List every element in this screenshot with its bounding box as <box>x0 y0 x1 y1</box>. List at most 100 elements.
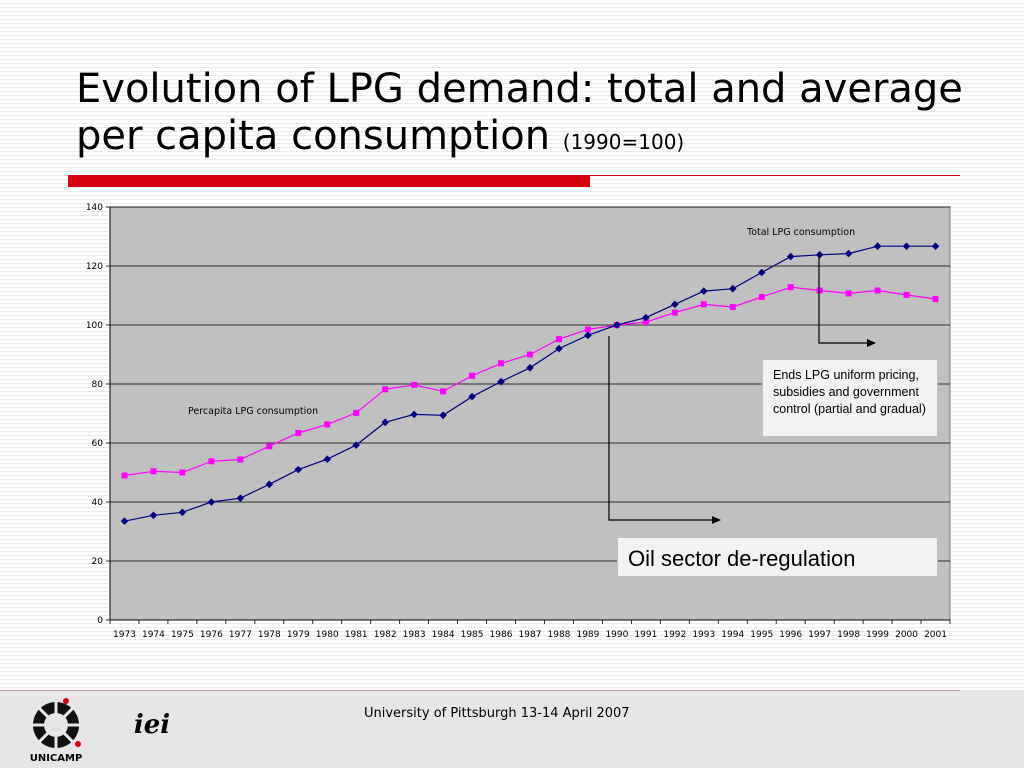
data-point-total <box>352 441 361 449</box>
x-tick-label: 1980 <box>316 630 339 640</box>
x-tick-label: 1976 <box>200 630 223 640</box>
x-tick-label: 1977 <box>229 630 252 640</box>
data-point-percapita <box>411 381 418 388</box>
pricing-arrowhead <box>867 339 876 347</box>
x-tick-label: 1981 <box>345 630 368 640</box>
x-tick-label: 1994 <box>721 630 744 640</box>
data-point-total <box>439 411 447 420</box>
footer-bar <box>0 690 1024 768</box>
data-point-percapita <box>498 360 505 367</box>
data-point-total <box>236 494 245 502</box>
x-tick-label: 1990 <box>605 630 628 640</box>
data-point-percapita <box>237 456 244 463</box>
x-tick-label: 1988 <box>548 630 571 640</box>
data-point-total <box>757 268 766 277</box>
callout-arrows <box>608 253 876 524</box>
data-point-total <box>120 517 129 525</box>
dereg-arrowhead <box>712 516 721 524</box>
pricing-arrow-line <box>818 253 868 344</box>
data-point-percapita <box>555 336 562 343</box>
y-tick-label: 0 <box>97 616 103 626</box>
series-label-total: Total LPG consumption <box>746 227 855 238</box>
x-tick-label: 1979 <box>287 630 310 640</box>
data-point-percapita <box>179 469 186 476</box>
x-tick-label: 1975 <box>171 630 194 640</box>
data-point-total <box>699 287 708 295</box>
data-point-percapita <box>353 409 360 416</box>
data-point-total <box>207 498 216 506</box>
data-point-percapita <box>266 443 273 450</box>
data-point-total <box>613 321 621 329</box>
data-point-percapita <box>816 287 823 294</box>
x-tick-label: 1973 <box>113 630 136 640</box>
x-tick-label: 1991 <box>634 630 657 640</box>
data-point-percapita <box>700 301 707 308</box>
title-text: Evolution of LPG demand: total and avera… <box>76 66 963 159</box>
x-tick-label: 2000 <box>895 630 918 640</box>
y-tick-label: 100 <box>86 321 103 331</box>
data-point-total <box>178 508 187 517</box>
x-tick-label: 1983 <box>403 630 426 640</box>
x-tick-label: 1993 <box>692 630 715 640</box>
iei-logo: iei <box>134 710 170 740</box>
data-point-percapita <box>671 309 678 316</box>
data-point-total <box>497 377 505 386</box>
unicamp-emblem-icon <box>31 698 81 750</box>
y-tick-label: 140 <box>86 203 103 213</box>
dereg-arrow-line <box>608 336 712 521</box>
data-point-total <box>642 313 650 322</box>
data-point-percapita <box>903 291 910 298</box>
data-point-total <box>323 455 332 464</box>
data-point-percapita <box>642 319 649 326</box>
series-label-percapita: Percapita LPG consumption <box>188 406 318 417</box>
data-point-percapita <box>295 429 302 436</box>
x-tick-label: 1996 <box>779 630 802 640</box>
title-underline-bar <box>68 175 590 187</box>
x-tick-label: 1978 <box>258 630 281 640</box>
data-point-percapita <box>874 287 881 294</box>
x-tick-label: 1999 <box>866 630 889 640</box>
data-point-total <box>410 410 418 419</box>
data-point-percapita <box>758 293 765 300</box>
data-point-total <box>728 284 737 293</box>
x-tick-label: 1985 <box>461 630 484 640</box>
y-tick-label: 40 <box>92 498 104 508</box>
data-point-total <box>555 344 563 353</box>
unicamp-logo: UNICAMP <box>30 698 83 764</box>
axes: 0 20 40 60 80 100 120 140 1973 1974 1975 1976 1977 19… <box>86 203 951 640</box>
footer-text: University of Pittsburgh 13-14 April 200… <box>364 706 630 721</box>
deregulation-callout: Oil sector de-regulation <box>617 537 938 577</box>
data-point-total <box>294 465 303 474</box>
data-point-percapita <box>440 388 447 395</box>
data-point-percapita <box>150 468 157 475</box>
data-point-percapita <box>729 304 736 311</box>
data-point-percapita <box>208 458 215 465</box>
data-point-total <box>381 418 389 427</box>
x-tick-label: 1982 <box>374 630 397 640</box>
x-tick-label: 1998 <box>837 630 860 640</box>
data-point-total <box>584 331 592 340</box>
x-tick-label: 1989 <box>576 630 599 640</box>
data-point-percapita <box>469 372 476 379</box>
data-point-total <box>844 249 853 258</box>
data-point-total <box>468 392 476 401</box>
x-tick-label: 1997 <box>808 630 831 640</box>
iei-logo-text: iei <box>134 710 170 740</box>
x-tick-label: 1995 <box>750 630 773 640</box>
data-point-percapita <box>845 290 852 297</box>
data-point-total <box>931 242 940 251</box>
data-point-percapita <box>382 386 389 393</box>
data-point-total <box>786 252 795 261</box>
pricing-callout: Ends LPG uniform pricing, subsidies and … <box>762 359 938 437</box>
x-tick-label: 1992 <box>663 630 686 640</box>
series-lines <box>120 242 940 525</box>
data-point-percapita <box>932 296 939 303</box>
x-tick-label: 1984 <box>432 630 455 640</box>
x-tick-label: 1986 <box>490 630 513 640</box>
unicamp-logo-text: UNICAMP <box>30 753 83 764</box>
data-point-percapita <box>584 326 591 333</box>
data-point-total <box>873 242 882 251</box>
title-suffix: (1990=100) <box>562 130 685 154</box>
y-tick-label: 20 <box>92 557 104 567</box>
data-point-percapita <box>527 351 533 358</box>
